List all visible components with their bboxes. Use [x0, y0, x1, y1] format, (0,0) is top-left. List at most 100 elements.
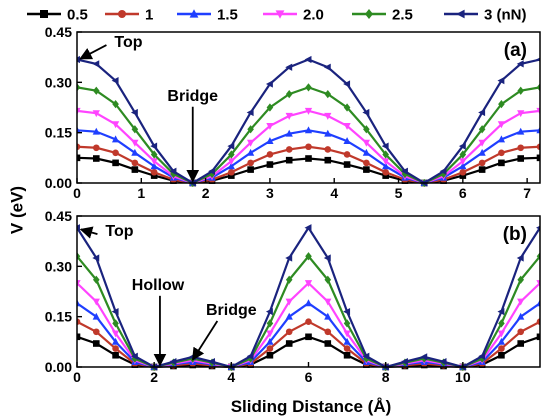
- data-point: [208, 358, 216, 366]
- data-point: [536, 83, 540, 92]
- data-point: [77, 107, 81, 115]
- data-point: [517, 340, 525, 347]
- data-point: [324, 129, 332, 137]
- data-point: [112, 319, 119, 328]
- data-point: [343, 103, 351, 112]
- data-point: [77, 280, 81, 288]
- y-tick-label: 0.00: [45, 359, 72, 375]
- data-point: [324, 275, 332, 284]
- data-point: [324, 312, 332, 320]
- data-point: [265, 308, 273, 316]
- data-point: [285, 89, 293, 99]
- data-point: [343, 80, 351, 88]
- data-point: [111, 77, 119, 85]
- legend-marker: [365, 9, 373, 19]
- data-point: [304, 280, 313, 288]
- data-point: [130, 352, 138, 360]
- data-point: [246, 139, 255, 147]
- y-tick-label: 0.30: [45, 258, 72, 274]
- data-point: [362, 148, 371, 156]
- data-point: [536, 299, 540, 307]
- data-point: [459, 172, 467, 179]
- legend-item: 1.5: [177, 7, 238, 24]
- data-point: [150, 150, 158, 159]
- data-point: [266, 337, 274, 345]
- data-point: [459, 150, 467, 159]
- data-point: [497, 330, 506, 338]
- data-point: [459, 168, 467, 176]
- y-tick-label: 0.00: [45, 175, 72, 191]
- annotation-arrow: [79, 44, 107, 60]
- data-point: [516, 60, 524, 68]
- legend-label: 1.5: [217, 7, 238, 24]
- data-point: [304, 126, 313, 134]
- data-point: [517, 86, 525, 95]
- data-point: [266, 137, 274, 145]
- data-point: [77, 318, 81, 325]
- data-point: [343, 308, 351, 316]
- data-point: [478, 108, 486, 117]
- y-tick-label: 0.45: [45, 208, 72, 224]
- x-tick-label: 4: [330, 185, 338, 201]
- data-point: [363, 125, 370, 134]
- data-point: [112, 100, 119, 109]
- data-point: [343, 151, 351, 158]
- data-point: [324, 156, 332, 164]
- data-point: [285, 112, 293, 120]
- data-point: [77, 299, 81, 307]
- data-point: [459, 158, 467, 166]
- data-point: [517, 144, 525, 152]
- data-point: [458, 142, 466, 150]
- data-point: [131, 148, 139, 156]
- data-point: [497, 121, 506, 129]
- x-tick-label: 7: [523, 185, 531, 201]
- legend-marker: [118, 10, 126, 18]
- data-point: [169, 358, 177, 366]
- data-point: [478, 352, 486, 360]
- data-point: [305, 143, 312, 151]
- y-tick-label: 0.15: [45, 309, 72, 325]
- data-point: [363, 159, 370, 167]
- data-point: [343, 337, 351, 345]
- data-point: [77, 252, 81, 261]
- x-tick-label: 10: [455, 369, 471, 385]
- data-point: [228, 150, 235, 159]
- data-point: [77, 143, 81, 151]
- data-point: [131, 159, 139, 167]
- data-point: [324, 112, 332, 120]
- data-point: [517, 298, 525, 306]
- legend-marker: [40, 10, 48, 18]
- data-point: [498, 351, 505, 359]
- data-point: [285, 328, 293, 336]
- y-tick-label: 0.45: [45, 24, 72, 40]
- data-point: [92, 275, 100, 284]
- x-tick-label: 5: [395, 185, 403, 201]
- data-point: [497, 135, 506, 143]
- legend: 0.5 1 1.5 2.0 2.5 3 (nN): [27, 7, 527, 24]
- data-point: [536, 57, 540, 62]
- data-point: [77, 126, 81, 134]
- legend-marker: [456, 9, 465, 19]
- data-point: [227, 158, 235, 166]
- data-point: [92, 312, 100, 320]
- data-point: [497, 308, 505, 316]
- data-point: [112, 149, 119, 157]
- data-point: [150, 168, 158, 176]
- panel-label: (a): [504, 40, 527, 61]
- data-point: [92, 144, 100, 152]
- data-point: [324, 298, 332, 306]
- data-point: [517, 275, 525, 284]
- data-point: [266, 122, 274, 130]
- data-point: [92, 110, 100, 118]
- data-point: [517, 127, 525, 135]
- data-point: [362, 108, 370, 117]
- data-point: [324, 146, 332, 153]
- series-line: [77, 281, 540, 369]
- annotation-label: Top: [105, 223, 133, 240]
- x-axis-title: Sliding Distance (Å): [231, 397, 392, 416]
- data-point: [247, 159, 254, 167]
- data-point: [266, 151, 274, 158]
- data-point: [266, 345, 274, 352]
- data-point: [92, 298, 100, 306]
- legend-label: 3 (nN): [484, 7, 527, 24]
